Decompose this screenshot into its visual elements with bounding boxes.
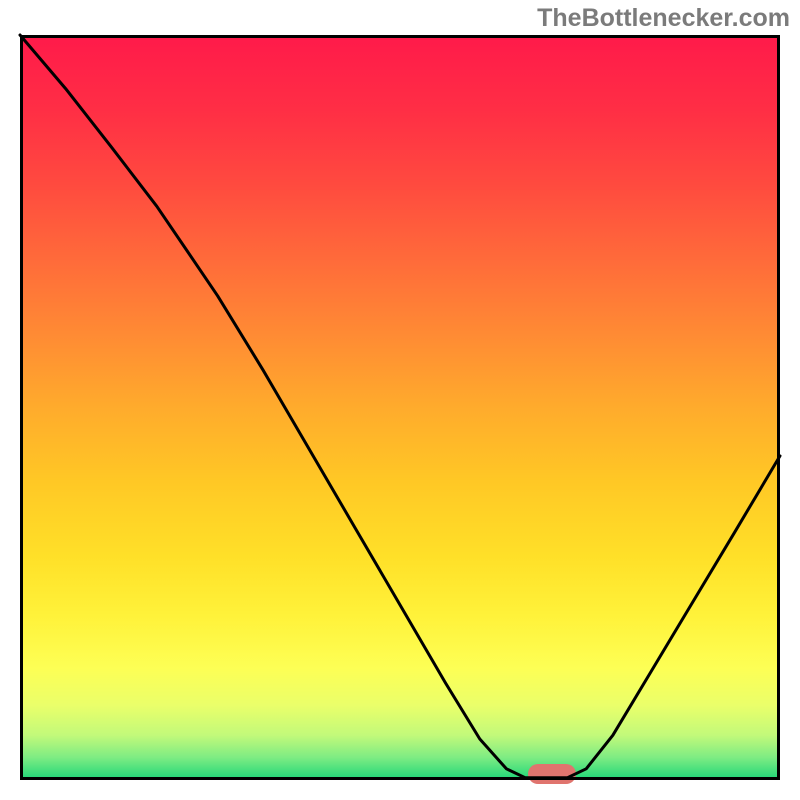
curve-path	[20, 35, 780, 778]
plot-area	[20, 35, 780, 780]
bottleneck-curve	[20, 35, 780, 780]
chart-container: TheBottlenecker.com	[0, 0, 800, 800]
watermark-text: TheBottlenecker.com	[537, 4, 790, 33]
